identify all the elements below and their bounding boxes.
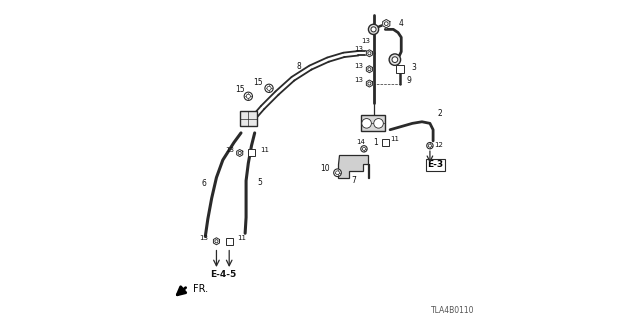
Bar <box>396 65 404 73</box>
Circle shape <box>333 169 341 177</box>
Text: 13: 13 <box>354 63 363 69</box>
Text: 4: 4 <box>399 19 404 28</box>
Text: 14: 14 <box>356 140 365 146</box>
Polygon shape <box>366 50 372 57</box>
Circle shape <box>392 57 397 62</box>
Bar <box>239 111 257 126</box>
Polygon shape <box>383 20 390 28</box>
Circle shape <box>389 54 401 65</box>
Circle shape <box>368 68 371 71</box>
Polygon shape <box>366 66 372 73</box>
Circle shape <box>335 171 339 175</box>
Circle shape <box>215 240 218 243</box>
Circle shape <box>238 151 241 155</box>
Circle shape <box>361 146 367 152</box>
Text: 13: 13 <box>355 46 364 52</box>
Text: E-4-5: E-4-5 <box>210 270 236 279</box>
Bar <box>248 149 255 156</box>
Text: 13: 13 <box>361 38 370 44</box>
Text: 11: 11 <box>260 147 269 153</box>
Circle shape <box>244 92 252 100</box>
Circle shape <box>267 86 271 90</box>
Circle shape <box>265 84 273 92</box>
Text: 12: 12 <box>434 142 443 148</box>
Text: FR.: FR. <box>193 284 208 294</box>
Text: 2: 2 <box>437 109 442 118</box>
Circle shape <box>385 22 388 26</box>
Text: 10: 10 <box>320 164 330 173</box>
Text: 11: 11 <box>390 136 399 142</box>
Polygon shape <box>337 155 369 178</box>
Circle shape <box>371 27 376 32</box>
Text: TLA4B0110: TLA4B0110 <box>431 306 474 315</box>
Text: 13: 13 <box>226 147 235 153</box>
Circle shape <box>427 142 433 149</box>
Circle shape <box>246 94 250 98</box>
Text: 8: 8 <box>297 61 301 70</box>
Text: 15: 15 <box>236 85 245 94</box>
Circle shape <box>368 82 371 85</box>
Bar <box>360 116 385 131</box>
Text: 13: 13 <box>354 77 363 83</box>
Circle shape <box>362 147 365 150</box>
Text: 3: 3 <box>412 63 417 72</box>
Circle shape <box>428 144 431 147</box>
Circle shape <box>362 119 371 128</box>
Bar <box>382 139 389 146</box>
Text: 1: 1 <box>372 138 378 147</box>
Text: 13: 13 <box>199 235 208 241</box>
Circle shape <box>368 52 371 55</box>
Text: 15: 15 <box>253 78 262 87</box>
Circle shape <box>369 24 379 35</box>
Text: 7: 7 <box>351 176 356 185</box>
Polygon shape <box>366 80 372 87</box>
Text: 5: 5 <box>257 178 262 187</box>
Polygon shape <box>237 149 243 156</box>
Polygon shape <box>213 238 220 245</box>
Circle shape <box>374 119 383 128</box>
Text: 9: 9 <box>407 76 412 85</box>
Text: 6: 6 <box>201 180 206 188</box>
Bar <box>226 238 233 245</box>
Text: E-3: E-3 <box>428 160 444 169</box>
Text: 11: 11 <box>237 235 246 241</box>
